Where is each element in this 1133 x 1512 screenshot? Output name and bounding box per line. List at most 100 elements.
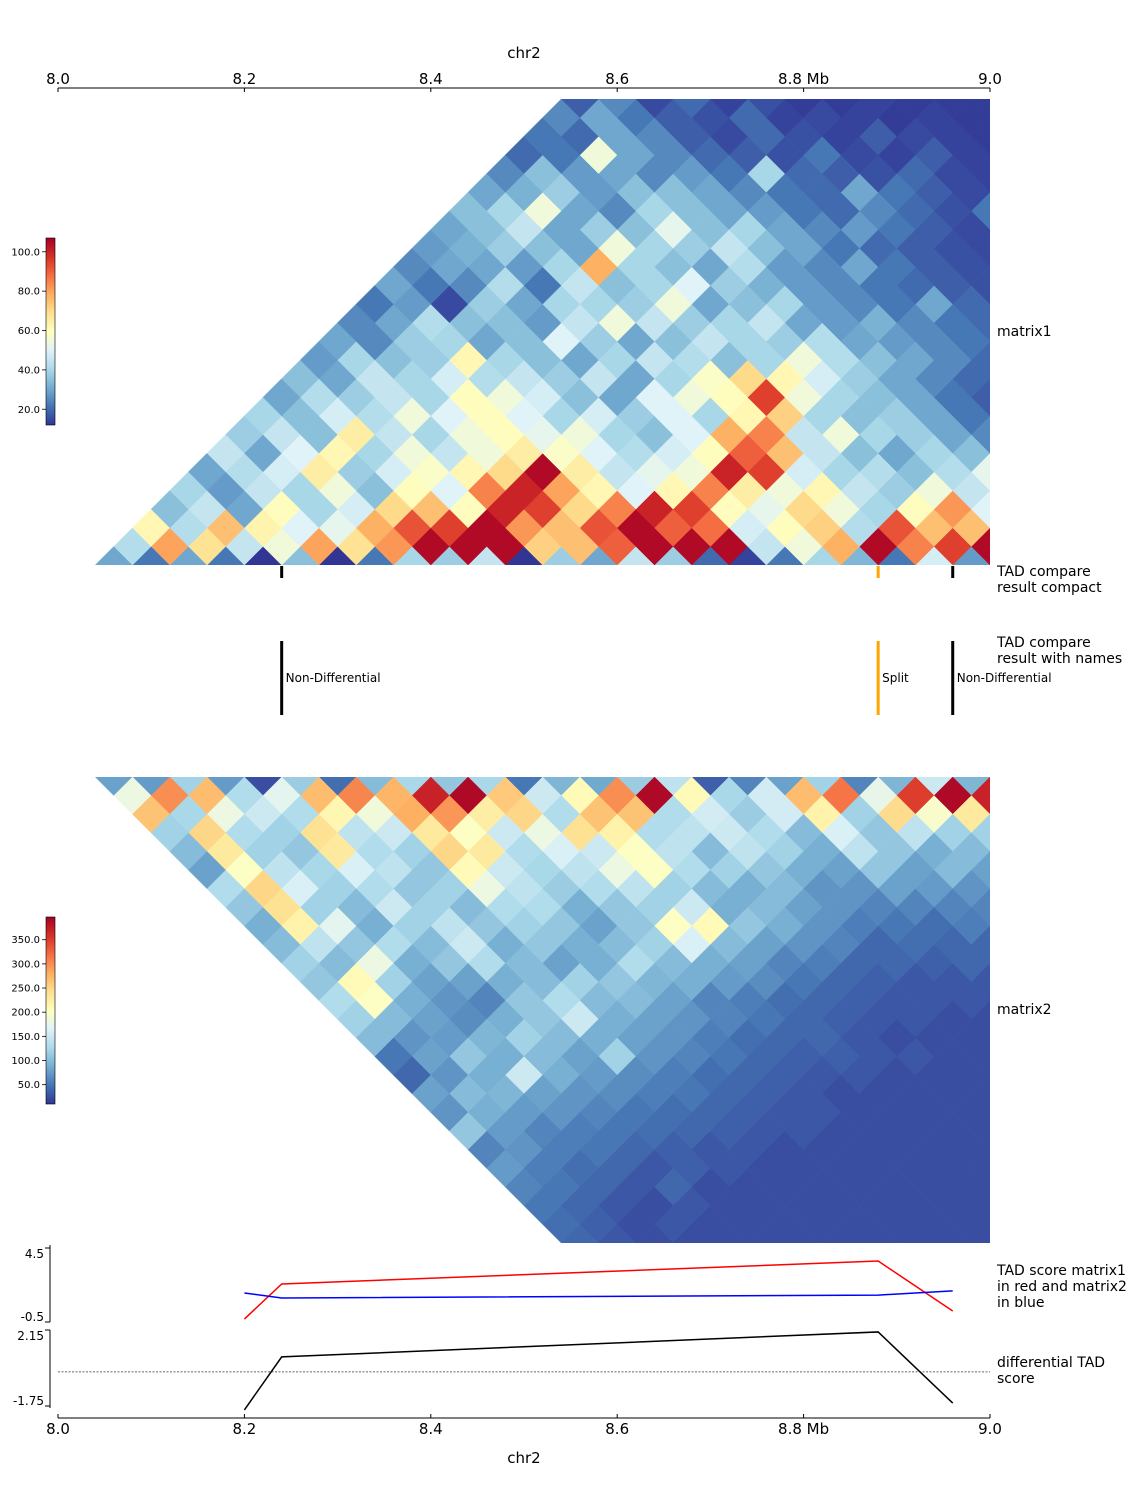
heatmap-cell (1083, 1001, 1120, 1038)
heatmap-cell (971, 851, 990, 890)
heatmap-cell (1027, 907, 1064, 944)
heatmap-cell (971, 1037, 990, 1076)
heatmap-cell (1046, 379, 1083, 416)
heatmap-cell (971, 1186, 990, 1225)
heatmap-cell (710, 1224, 749, 1243)
heatmap-cell (989, 266, 990, 268)
heatmap-cell (1046, 229, 1083, 266)
heatmap-cell (989, 851, 990, 852)
heatmap-cell (1027, 1057, 1064, 1094)
heatmap-cell (1102, 323, 1133, 360)
matrix1-heatmap: 20.0 40.0 60.0 80.0 100.0 matrix1 (11, 80, 1133, 565)
heatmap-cell (1009, 453, 1046, 490)
heatmap-cell (1046, 416, 1083, 453)
heatmap-cell (1027, 1131, 1064, 1168)
heatmap-cell (1065, 982, 1102, 1019)
heatmap-cell (1009, 155, 1046, 192)
heatmap-cell (1009, 889, 1046, 926)
heatmap-cell (1083, 1150, 1120, 1187)
heatmap-cell (989, 415, 990, 417)
heatmap-cell (1065, 1057, 1102, 1094)
tad-score-label: TAD score matrix1 in red and matrix2 in bl… (996, 1263, 1127, 1311)
heatmap-cell (971, 1224, 990, 1243)
heatmap-cell (1046, 926, 1083, 963)
bottom-axis-label: chr2 (507, 1449, 540, 1467)
heatmap-cell (1102, 136, 1133, 173)
heatmap-cell (1065, 1094, 1102, 1131)
heatmap-cell (1027, 211, 1064, 248)
heatmap-cell (1027, 435, 1064, 472)
heatmap-cell (1120, 192, 1133, 229)
heatmap-cell (1065, 285, 1102, 322)
tad-boundary-name: Split (882, 671, 909, 685)
heatmap-cell (971, 1000, 990, 1039)
axis-tick-label: 8.4 (419, 70, 443, 88)
heatmap-cell (989, 229, 990, 230)
heatmap-cell (1065, 248, 1102, 285)
heatmap-cell (1009, 341, 1046, 378)
heatmap-cell (971, 888, 990, 927)
heatmap-cell (1120, 379, 1133, 416)
score-line (243, 1331, 954, 1411)
heatmap-cell (1009, 1113, 1046, 1150)
heatmap-cell (1046, 1187, 1083, 1224)
colorbar-tick-label: 100.0 (11, 1056, 40, 1067)
heatmap-cell (1046, 889, 1083, 926)
matrix2-heatmap: 50.0 100.0 150.0 200.0 250.0 300.0 350.0 matri… (11, 777, 1120, 1261)
tad-compare-names-track: Non-Differential Split Non-Differential TA… (280, 635, 1122, 715)
y-tick-label: 2.15 (17, 1329, 44, 1343)
heatmap-cell (1065, 323, 1102, 360)
colorbar-tick-label: 250.0 (11, 984, 40, 995)
tad-boundary-marker (876, 566, 880, 578)
diff-score-label: differential TAD score (997, 1355, 1105, 1387)
tad-score-plot: 4.5 -0.5 TAD score matrix1 in red and matr… (21, 1245, 1127, 1324)
axis-tick-label: 8.8 Mb (778, 70, 829, 88)
heatmap-cell (971, 813, 990, 852)
names-track-label-line1: TAD compare (996, 635, 1091, 651)
heatmap-cell (1102, 360, 1133, 397)
heatmap-cell (598, 1224, 637, 1243)
matrix1-track-label: matrix1 (997, 324, 1052, 340)
heatmap-cell (1009, 963, 1046, 1000)
names-track-label-line2: result with names (997, 651, 1122, 667)
heatmap-cell (1046, 341, 1083, 378)
heatmap-cell (821, 1224, 860, 1243)
heatmap-cell (989, 1224, 990, 1225)
colorbar-tick-label: 80.0 (18, 287, 40, 298)
axis-tick-label: 8.6 (605, 1420, 629, 1438)
heatmap-cell (560, 1224, 599, 1243)
heatmap-cell (1046, 155, 1083, 192)
heatmap-cell (1027, 870, 1064, 907)
axis-tick-label: 9.0 (978, 70, 1002, 88)
score-line (244, 1290, 953, 1299)
heatmap-cell (859, 99, 898, 118)
y-tick-label: -1.75 (13, 1394, 44, 1408)
heatmap-cell (1102, 397, 1133, 434)
axis-tick-label: 9.0 (978, 1420, 1002, 1438)
heatmap-cell (989, 1149, 990, 1151)
heatmap-cell (672, 1224, 711, 1243)
colorbar-tick-label: 150.0 (11, 1032, 40, 1043)
heatmap-cell (1027, 174, 1064, 211)
heatmap-cell (896, 1224, 935, 1243)
heatmap-cell (1083, 192, 1120, 229)
tad-boundary-marker (951, 641, 955, 715)
bottom-x-axis: 8.0 8.2 8.4 8.6 8.8 Mb 9.0 chr2 (46, 1414, 1002, 1467)
axis-tick-label: 8.2 (232, 1420, 256, 1438)
heatmap-cell (1083, 1224, 1120, 1261)
heatmap-cell (1027, 285, 1064, 322)
heatmap-cell (1027, 1168, 1064, 1205)
heatmap-cell (1009, 926, 1046, 963)
top-axis-label: chr2 (507, 44, 540, 62)
heatmap-cell (1046, 80, 1083, 117)
heatmap-cell (747, 99, 786, 118)
axis-tick-label: 8.6 (605, 70, 629, 88)
heatmap-cell (1083, 304, 1120, 341)
heatmap-cell (1102, 99, 1133, 136)
heatmap-cell (989, 1186, 990, 1188)
top-x-axis: chr2 8.0 8.2 8.4 8.6 8.8 Mb 9.0 (46, 44, 1002, 92)
heatmap-cell (1009, 852, 1046, 889)
heatmap-cell (989, 191, 990, 193)
heatmap-cell (989, 527, 990, 529)
